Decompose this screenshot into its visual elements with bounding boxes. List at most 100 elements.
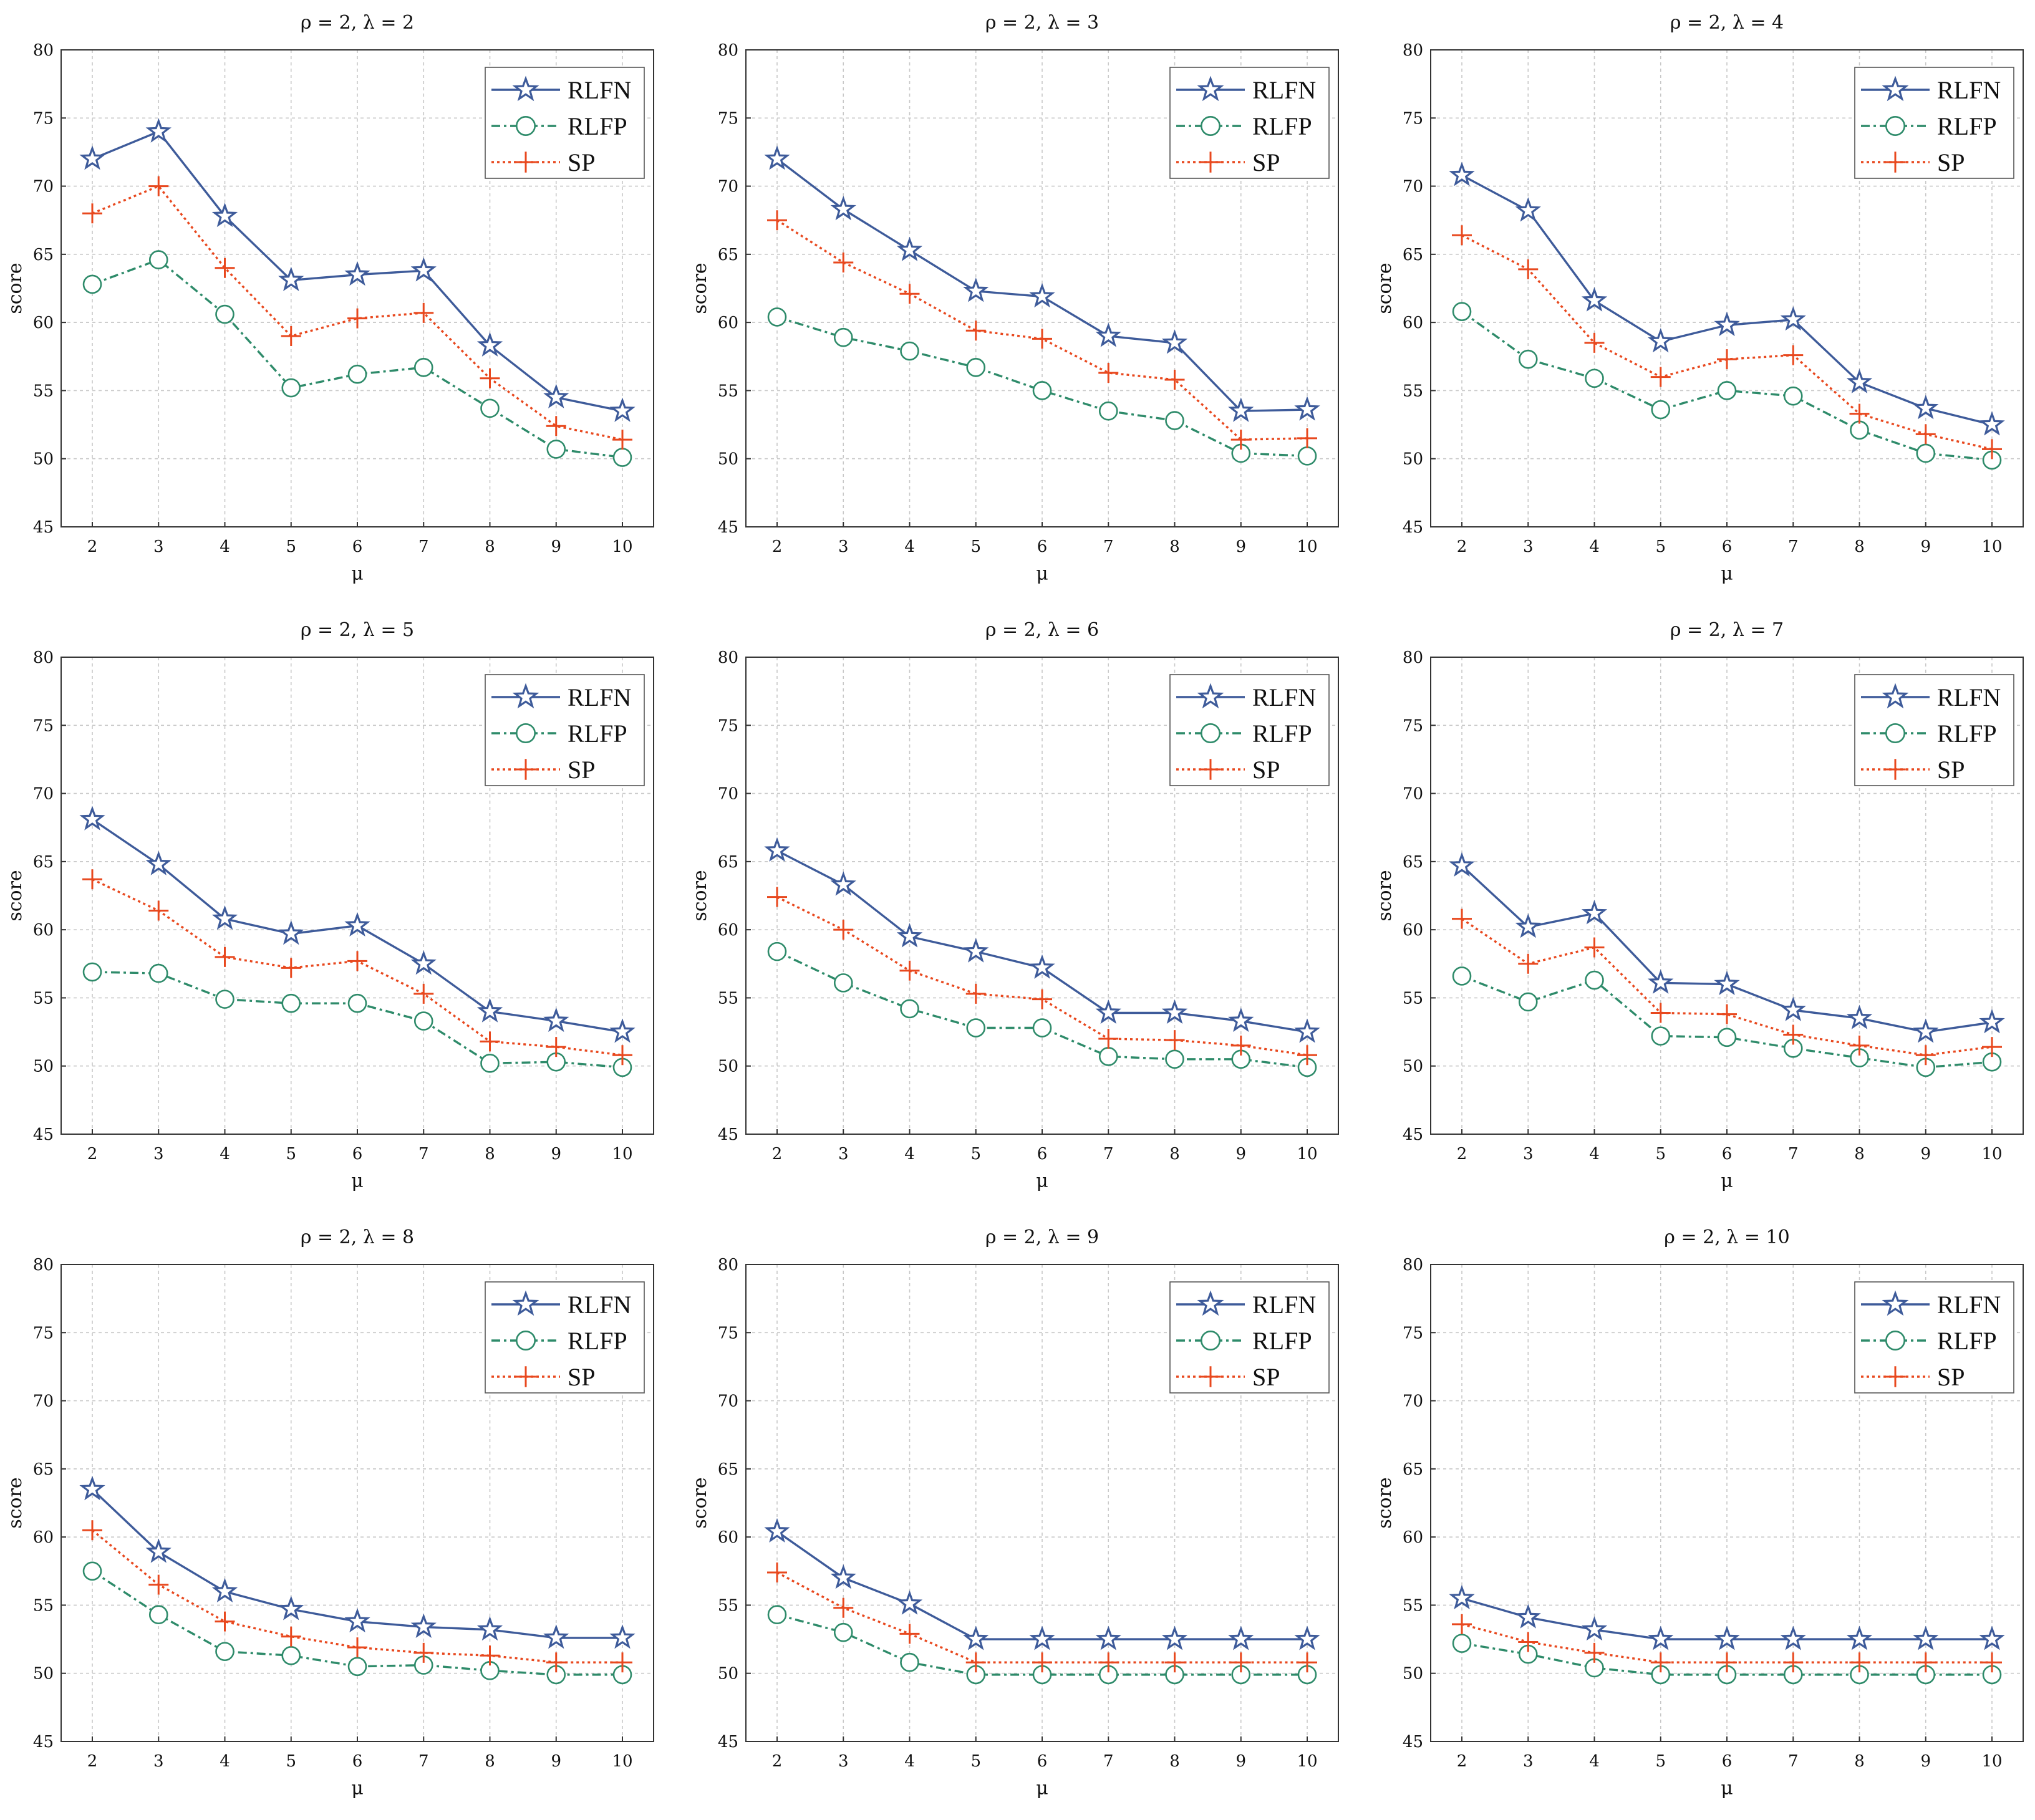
x-axis-label: μ xyxy=(1721,1778,1733,1799)
legend-box xyxy=(485,674,645,786)
x-tick-label: 8 xyxy=(485,537,495,556)
marker-sp-8 xyxy=(1297,1045,1317,1066)
x-tick-label: 9 xyxy=(1920,537,1931,556)
series-rlfp xyxy=(767,941,1317,1077)
y-tick-label: 80 xyxy=(33,648,54,667)
x-tick-label: 5 xyxy=(286,1145,296,1163)
chart-panel-9: ρ = 2, λ = 10 45 50 55 60 65 70 75 80 2 3 4 5 6 7 8 9 10 μ… xyxy=(1370,1215,2035,1819)
legend: RLFN RLFP SP xyxy=(1854,1281,2014,1394)
x-tick-label: 8 xyxy=(1169,1752,1180,1771)
marker-sp-0 xyxy=(767,1562,787,1582)
legend: RLFN RLFP SP xyxy=(1169,1281,1330,1394)
marker-sp-2 xyxy=(899,1624,920,1644)
series-line-rlfp xyxy=(776,950,1308,1069)
y-tick-label: 65 xyxy=(718,853,738,872)
marker-sp-8 xyxy=(612,1652,632,1673)
x-tick-label: 8 xyxy=(1169,537,1180,556)
legend-label-rlfp: RLFP xyxy=(1937,1327,1997,1355)
marker-rlfn-0 xyxy=(1449,852,1475,877)
marker-rlfn-4 xyxy=(1714,1625,1740,1650)
x-tick-label: 5 xyxy=(970,1145,981,1163)
x-tick-label: 10 xyxy=(612,537,632,556)
marker-sp-6 xyxy=(1164,369,1185,390)
marker-rlfn-0 xyxy=(1449,161,1475,186)
legend: RLFN RLFP SP xyxy=(1169,674,1330,786)
marker-rlfp-0 xyxy=(82,274,102,294)
series-line-sp xyxy=(776,1571,1307,1664)
y-tick-label: 65 xyxy=(33,853,54,872)
x-tick-label: 3 xyxy=(153,537,164,556)
x-tick-label: 10 xyxy=(612,1145,632,1163)
marker-rlfp-3 xyxy=(1651,400,1671,420)
marker-rlfn-4 xyxy=(1029,954,1055,979)
marker-rlfn-8 xyxy=(609,1018,636,1043)
x-tick-label: 6 xyxy=(352,1145,363,1163)
x-tick-label: 7 xyxy=(1103,537,1114,556)
marker-sp-7 xyxy=(546,416,566,436)
x-tick-label: 6 xyxy=(352,537,363,556)
marker-rlfn-7 xyxy=(1228,1625,1254,1650)
y-tick-label: 55 xyxy=(1403,382,1423,400)
marker-rlfn-6 xyxy=(476,332,503,357)
marker-sp-3 xyxy=(281,958,301,978)
marker-rlfn-legend xyxy=(512,1290,539,1316)
y-tick-label: 50 xyxy=(718,1057,738,1076)
marker-rlfp-3 xyxy=(281,378,301,398)
marker-sp-6 xyxy=(480,1031,500,1052)
x-tick-label: 2 xyxy=(1457,1145,1467,1163)
x-tick-label: 7 xyxy=(1103,1145,1114,1163)
marker-rlfp-2 xyxy=(215,989,234,1009)
x-tick-label: 6 xyxy=(1722,537,1733,556)
marker-rlfp-1 xyxy=(833,1622,853,1642)
y-tick-label: 45 xyxy=(33,1733,54,1751)
legend-label-rlfn: RLFN xyxy=(1937,76,2001,104)
x-tick-label: 4 xyxy=(904,1145,915,1163)
marker-rlfn-0 xyxy=(1449,1584,1475,1610)
y-tick-label: 70 xyxy=(1403,178,1423,196)
x-tick-label: 7 xyxy=(1788,1752,1799,1771)
x-tick-label: 3 xyxy=(1523,1145,1534,1163)
series-line-sp xyxy=(1461,1623,1992,1664)
series-rlfp xyxy=(1452,1634,2002,1685)
series-rlfn xyxy=(764,1518,1320,1650)
marker-sp-5 xyxy=(1783,345,1804,365)
marker-rlfn-6 xyxy=(1846,1625,1873,1650)
x-tick-label: 7 xyxy=(418,1752,429,1771)
legend-label-sp: SP xyxy=(1252,1363,1280,1391)
y-tick-label: 50 xyxy=(33,450,54,469)
y-tick-label: 80 xyxy=(1403,1256,1423,1274)
y-tick-label: 60 xyxy=(33,314,54,332)
marker-rlfp-3 xyxy=(281,1645,301,1665)
legend-box xyxy=(1854,1281,2014,1394)
y-tick-label: 80 xyxy=(718,41,738,60)
y-tick-label: 50 xyxy=(718,450,738,469)
chart-title: ρ = 2, λ = 6 xyxy=(985,619,1099,641)
marker-rlfp-7 xyxy=(546,440,566,459)
marker-rlfn-4 xyxy=(1029,282,1055,308)
marker-sp-5 xyxy=(1783,1652,1804,1673)
y-tick-label: 45 xyxy=(33,1125,54,1144)
series-rlfp xyxy=(1452,302,2002,470)
x-tick-label: 4 xyxy=(1589,537,1600,556)
x-tick-label: 8 xyxy=(1854,1145,1865,1163)
y-axis-label: score xyxy=(689,262,711,314)
x-tick-label: 2 xyxy=(1457,1752,1467,1771)
marker-rlfn-7 xyxy=(543,1624,569,1649)
y-tick-label: 45 xyxy=(33,518,54,537)
y-tick-label: 50 xyxy=(33,1057,54,1076)
marker-rlfp-0 xyxy=(1452,1634,1472,1653)
marker-sp-5 xyxy=(1783,1024,1804,1045)
chart-panel-8: ρ = 2, λ = 9 45 50 55 60 65 70 75 80 2 3 4 5 6 7 8 9 10 μ s… xyxy=(685,1215,1352,1819)
x-tick-label: 7 xyxy=(1788,537,1799,556)
marker-rlfp-0 xyxy=(767,1605,787,1625)
marker-rlfn-8 xyxy=(1294,1018,1320,1043)
legend-label-rlfn: RLFN xyxy=(568,683,631,711)
y-axis-label: score xyxy=(1374,262,1396,314)
marker-rlfp-4 xyxy=(1032,1018,1052,1038)
x-tick-label: 10 xyxy=(1297,1752,1317,1771)
marker-rlfp-1 xyxy=(148,963,168,983)
marker-rlfn-0 xyxy=(79,806,105,831)
